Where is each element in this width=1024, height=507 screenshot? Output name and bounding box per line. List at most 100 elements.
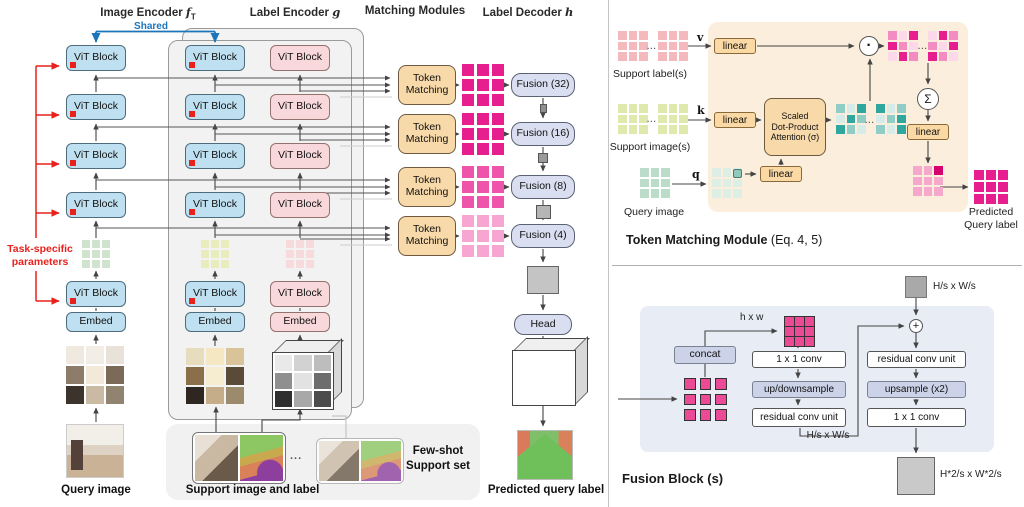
- query-image-caption: Query image: [61, 484, 131, 496]
- token-matching-module: Token Matching: [398, 216, 456, 256]
- header-image-encoder-symbol: f: [185, 5, 191, 19]
- linear-box: linear: [907, 124, 949, 140]
- sum-icon: Σ: [917, 88, 939, 110]
- task-specific-label: Task-specific parameters: [0, 243, 80, 269]
- feature-map-small: [540, 104, 547, 113]
- vit-block: ViT Block: [66, 94, 126, 120]
- fusion-panel: [640, 306, 994, 452]
- task-param-icon: [189, 160, 195, 166]
- v-symbol: v: [697, 31, 704, 44]
- few-shot-line1: Few-shot: [412, 445, 464, 457]
- token-matching-line1: Token: [412, 121, 442, 134]
- token-matching-line2: Matching: [405, 84, 449, 96]
- fusion-title-suffix: (s): [703, 471, 724, 486]
- output-feature-square: [897, 457, 935, 495]
- attention-line2: Dot-Product: [771, 121, 819, 132]
- ellipsis: ...: [865, 116, 875, 125]
- q-symbol: q: [692, 168, 700, 181]
- task-param-icon: [189, 298, 195, 304]
- support-images-caption: Support image(s): [609, 141, 691, 153]
- aggregated-token-grid: [913, 166, 943, 196]
- support-image-token-grid: [658, 104, 688, 134]
- vit-block: ViT Block: [66, 143, 126, 169]
- task-param-icon: [70, 62, 76, 68]
- query-token-grid: [640, 168, 670, 198]
- query-image: [66, 424, 124, 478]
- support-caption: Support image and label: [185, 484, 320, 496]
- selected-query-token: [733, 169, 742, 178]
- support-ellipsis: ...: [290, 450, 303, 462]
- vit-block: ViT Block: [185, 192, 245, 218]
- attention-weight-grid: [836, 104, 866, 134]
- mid-size-label: H/s x W/s: [806, 430, 850, 441]
- add-icon: +: [909, 319, 923, 333]
- support-image-token-grid: [618, 104, 648, 134]
- task-specific-line1: Task-specific: [7, 243, 73, 255]
- head-block: Head: [514, 314, 572, 335]
- support-pair: [316, 438, 404, 484]
- support-pair: [192, 432, 286, 484]
- token-matching-module: Token Matching: [398, 114, 456, 154]
- token-matching-line1: Token: [412, 223, 442, 236]
- fusion-block: Fusion (16): [511, 122, 575, 146]
- feature-map-large: [527, 266, 559, 294]
- embed-block: Embed: [66, 312, 126, 332]
- header-label-decoder: Label Decoder h: [468, 5, 588, 19]
- support-photo: [195, 435, 238, 481]
- support-photo: [319, 441, 359, 481]
- residual-conv-box: residual conv unit: [867, 351, 966, 368]
- ellipsis: ...: [647, 42, 657, 51]
- updownsample-box: up/downsample: [752, 381, 846, 398]
- feature-map-small: [538, 153, 548, 163]
- token-matching-module: Token Matching: [398, 167, 456, 207]
- conv-box: 1 x 1 conv: [752, 351, 846, 368]
- conv-box: 1 x 1 conv: [867, 408, 966, 427]
- matched-token-grid: [462, 64, 504, 106]
- task-param-icon: [70, 111, 76, 117]
- task-param-icon: [189, 209, 195, 215]
- k-symbol: k: [697, 104, 705, 117]
- ellipsis: ...: [647, 115, 657, 124]
- vit-block: ViT Block: [185, 281, 245, 307]
- vit-block: ViT Block: [185, 45, 245, 71]
- shared-label: Shared: [134, 21, 168, 32]
- vit-block: ViT Block: [270, 94, 330, 120]
- header-matching-modules: Matching Modules: [364, 5, 466, 17]
- task-param-icon: [70, 298, 76, 304]
- tmm-title: Token Matching Module (Eq. 4, 5): [626, 233, 822, 247]
- vit-block: ViT Block: [66, 45, 126, 71]
- vit-block: ViT Block: [270, 143, 330, 169]
- vit-block: ViT Block: [185, 143, 245, 169]
- vit-block: ViT Block: [270, 45, 330, 71]
- tmm-title-suffix: (Eq. 4, 5): [767, 233, 823, 247]
- embed-block: Embed: [185, 312, 245, 332]
- token-squares-grid: [684, 378, 727, 421]
- header-label-decoder-text: Label Decoder: [482, 7, 566, 19]
- weighted-label-grid: [928, 31, 958, 61]
- fusion-block: Fusion (8): [511, 175, 575, 199]
- vit-block: ViT Block: [270, 192, 330, 218]
- support-label-image: [361, 441, 401, 481]
- attention-line3: Attention (σ): [770, 132, 820, 143]
- predicted-label-image: [517, 430, 573, 480]
- support-label-token-grid: [658, 31, 688, 61]
- header-label-decoder-symbol: h: [565, 5, 574, 19]
- linear-box: linear: [714, 112, 756, 128]
- vit-block: ViT Block: [270, 281, 330, 307]
- vit-block: ViT Block: [66, 192, 126, 218]
- header-label-encoder: Label Encoder g: [225, 5, 365, 19]
- support-image-patches: [186, 348, 244, 404]
- dot-product-icon: ·: [859, 36, 879, 56]
- fusion-title: Fusion Block (s): [622, 471, 723, 486]
- upsample-box: upsample (x2): [867, 381, 966, 398]
- few-shot-label: Few-shot Support set: [398, 444, 478, 474]
- predicted-label-grid: [974, 170, 1008, 204]
- header-label-encoder-text: Label Encoder: [249, 7, 333, 19]
- input-feature-square: [905, 276, 927, 298]
- predicted-volume: [512, 350, 576, 406]
- output-size-label: H*2/s x W*2/s: [940, 469, 1002, 480]
- linear-box: linear: [714, 38, 756, 54]
- token-matching-line2: Matching: [405, 235, 449, 247]
